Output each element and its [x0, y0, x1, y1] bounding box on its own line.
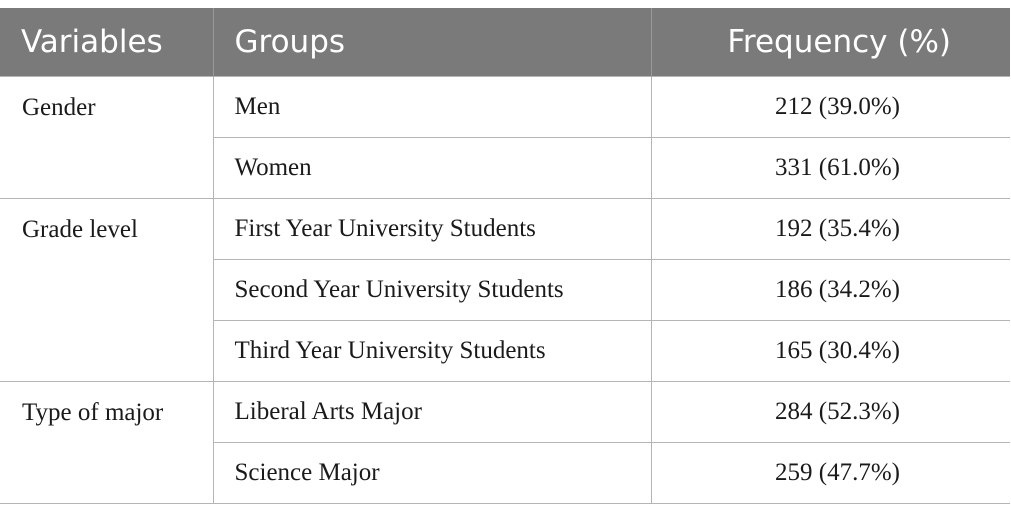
- table-row: Science Major 259 (47.7%): [0, 442, 1010, 504]
- frequency-cell: 259 (47.7%): [650, 442, 1010, 504]
- table-row: Second Year University Students 186 (34.…: [0, 259, 1010, 321]
- group-cell: Third Year University Students: [212, 320, 652, 382]
- header-row: Variables Groups Frequency (%): [0, 8, 1010, 77]
- frequency-cell: 331 (61.0%): [650, 137, 1010, 199]
- table-row: Grade level First Year University Studen…: [0, 198, 1010, 382]
- frequency-cell: 284 (52.3%): [650, 381, 1010, 443]
- table-row: Gender Men 212 (39.0%): [0, 76, 1010, 199]
- table-row: Third Year University Students 165 (30.4…: [0, 320, 1010, 382]
- variable-cell: Grade level: [0, 198, 214, 382]
- variable-cell: Type of major: [0, 381, 214, 504]
- table-row: Type of major Liberal Arts Major 284 (52…: [0, 381, 1010, 504]
- variable-cell: Gender: [0, 76, 214, 199]
- frequency-cell: 165 (30.4%): [650, 320, 1010, 382]
- frequency-cell: 192 (35.4%): [650, 198, 1010, 260]
- frequency-cell: 186 (34.2%): [650, 259, 1010, 321]
- group-cell: First Year University Students: [212, 198, 652, 260]
- group-cell: Second Year University Students: [212, 259, 652, 321]
- header-frequency: Frequency (%): [650, 8, 1010, 77]
- table-row: Women 331 (61.0%): [0, 137, 1010, 199]
- demographics-table: Variables Groups Frequency (%) Gender Me…: [0, 8, 1010, 504]
- group-cell: Science Major: [212, 442, 652, 504]
- header-variables: Variables: [0, 8, 213, 77]
- group-cell: Men: [212, 76, 652, 138]
- group-cell: Liberal Arts Major: [212, 381, 652, 443]
- frequency-cell: 212 (39.0%): [650, 76, 1010, 138]
- header-groups: Groups: [212, 8, 651, 77]
- group-cell: Women: [212, 137, 652, 199]
